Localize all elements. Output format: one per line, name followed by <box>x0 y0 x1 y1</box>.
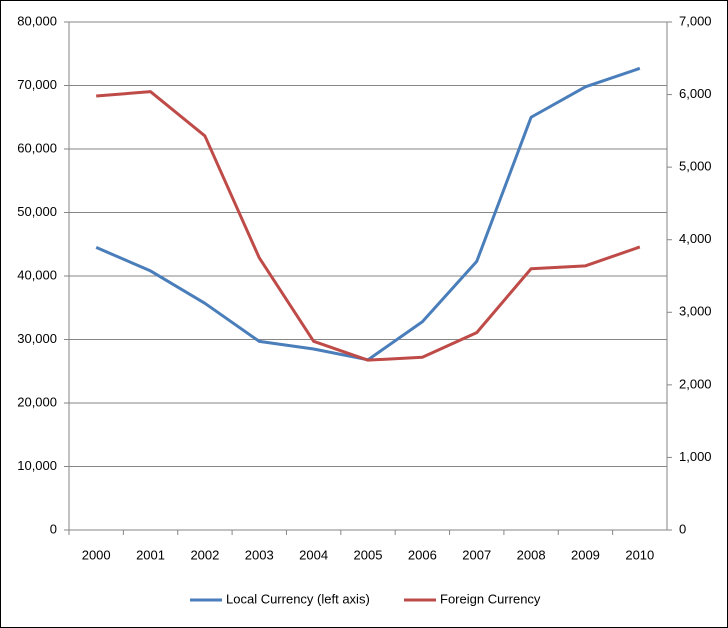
y2-tick-label: 1,000 <box>679 449 712 464</box>
y-tick-label: 20,000 <box>17 394 57 409</box>
y-tick-label: 10,000 <box>17 458 57 473</box>
y2-tick-label: 0 <box>679 521 686 536</box>
y2-tick-label: 7,000 <box>679 13 712 28</box>
x-tick-label: 2008 <box>517 547 546 562</box>
x-tick-label: 2007 <box>462 547 491 562</box>
y-tick-label: 50,000 <box>17 204 57 219</box>
y-tick-label: 30,000 <box>17 331 57 346</box>
x-tick-label: 2000 <box>82 547 111 562</box>
x-tick-label: 2003 <box>245 547 274 562</box>
y2-tick-label: 2,000 <box>679 376 712 391</box>
y-tick-label: 60,000 <box>17 140 57 155</box>
y-tick-label: 80,000 <box>17 13 57 28</box>
y2-tick-label: 5,000 <box>679 159 712 174</box>
x-tick-label: 2002 <box>190 547 219 562</box>
y-tick-label: 0 <box>50 521 57 536</box>
x-tick-label: 2006 <box>408 547 437 562</box>
x-tick-label: 2004 <box>299 547 328 562</box>
y2-tick-label: 3,000 <box>679 304 712 319</box>
series-line <box>96 90 641 362</box>
y-tick-label: 70,000 <box>17 77 57 92</box>
y-tick-label: 40,000 <box>17 267 57 282</box>
legend-label: Foreign Currency <box>440 591 541 606</box>
x-tick-label: 2001 <box>136 547 165 562</box>
x-tick-label: 2009 <box>571 547 600 562</box>
legend-label: Local Currency (left axis) <box>226 591 370 606</box>
x-tick-label: 2005 <box>354 547 383 562</box>
y2-tick-label: 6,000 <box>679 86 712 101</box>
y2-tick-label: 4,000 <box>679 231 712 246</box>
x-tick-label: 2010 <box>625 547 654 562</box>
